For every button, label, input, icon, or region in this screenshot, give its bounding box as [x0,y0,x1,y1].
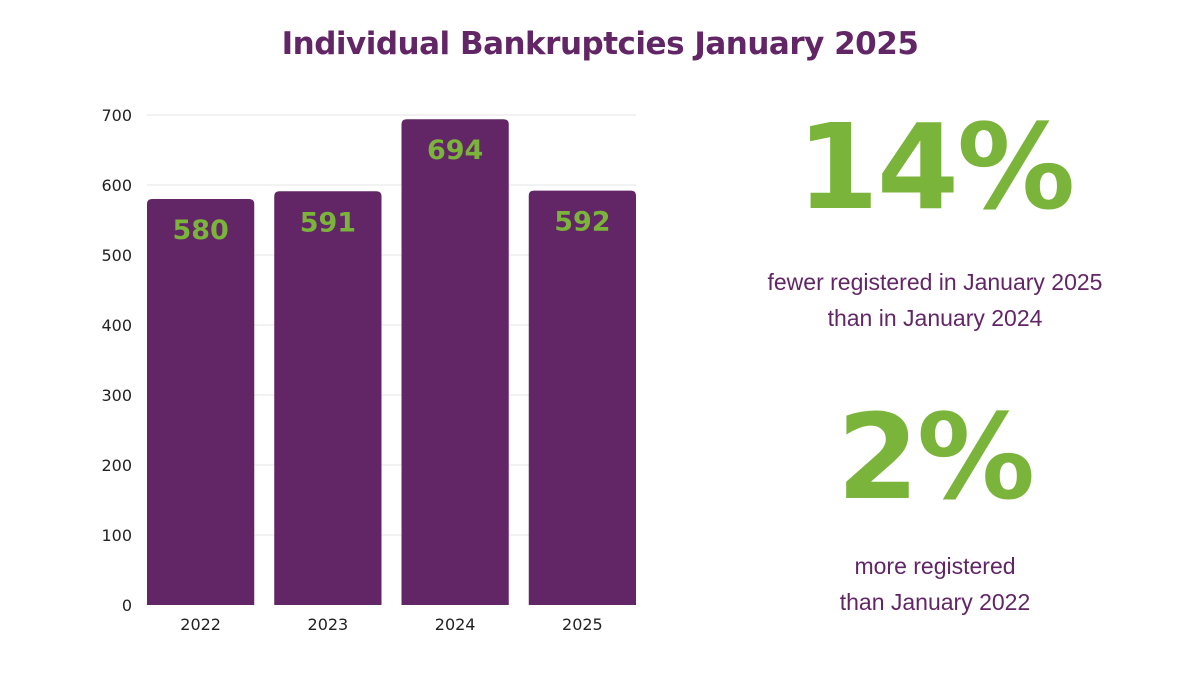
bar-2025 [528,190,636,605]
x-tick-label-2024: 2024 [435,615,476,634]
bar-value-label-2025: 592 [554,207,610,238]
stat-yoy-description: fewer registered in January 2025 than in… [740,264,1130,336]
y-axis: 0 100 200 300 400 500 600 700 [101,106,132,615]
stat-yoy-value: 14% [796,98,1075,236]
y-tick-label: 300 [101,386,132,405]
x-axis: 2022 2023 2024 2025 [180,615,602,634]
bars: 580 591 694 592 [147,119,636,606]
bar-value-label-2024: 694 [427,135,483,166]
bar-2022 [147,199,255,605]
y-tick-label: 0 [122,596,132,615]
y-tick-label: 500 [101,246,132,265]
bar-2023 [274,191,382,606]
x-tick-label-2023: 2023 [308,615,349,634]
bar-value-label-2022: 580 [172,215,228,246]
y-tick-label: 400 [101,316,132,335]
stat-yoy-line1: fewer registered in January 2025 [767,269,1103,295]
bar-value-label-2023: 591 [300,207,356,238]
bar-chart: 0 100 200 300 400 500 600 700 580 591 694 592 2022… [101,106,636,634]
stat-vs-2022-description: more registered than January 2022 [740,548,1130,620]
x-tick-label-2025: 2025 [562,615,603,634]
y-tick-label: 700 [101,106,132,125]
stat-yoy: 14% fewer registered in January 2025 tha… [740,108,1130,336]
stat-vs-2022-value: 2% [836,388,1035,526]
y-tick-label: 100 [101,526,132,545]
y-tick-label: 600 [101,176,132,195]
y-tick-label: 200 [101,456,132,475]
stat-yoy-line2: than in January 2024 [827,305,1043,331]
x-tick-label-2022: 2022 [180,615,221,634]
bar-2024 [401,119,509,605]
page-title: Individual Bankruptcies January 2025 [281,26,919,62]
stat-vs-2022: 2% more registered than January 2022 [740,398,1130,620]
stat-vs-2022-line2: than January 2022 [839,589,1031,615]
stat-vs-2022-line1: more registered [854,553,1016,579]
